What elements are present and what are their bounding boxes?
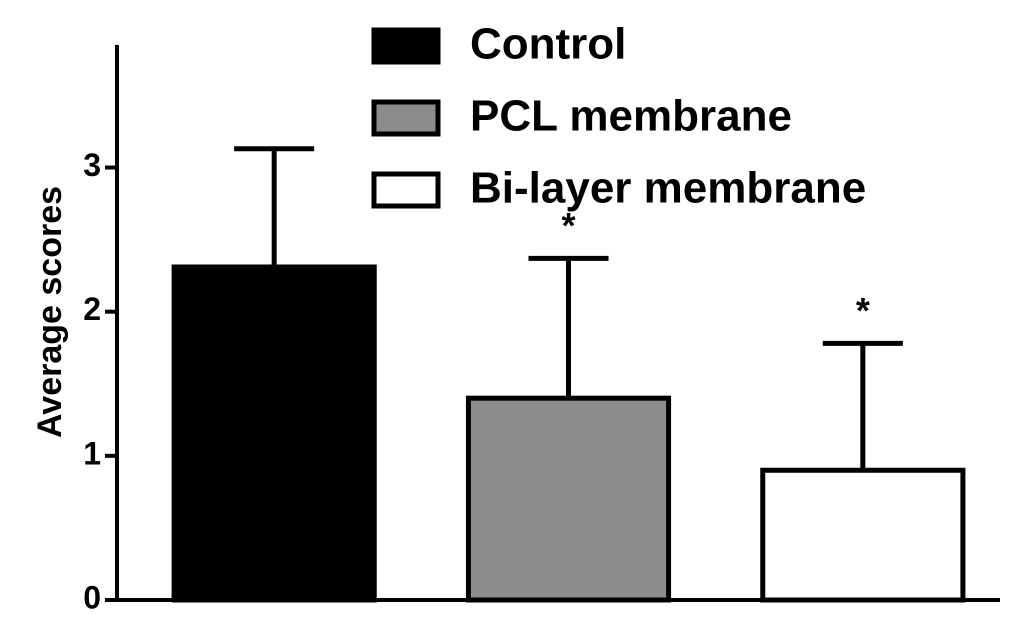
legend-label: Bi-layer membrane	[470, 164, 866, 213]
y-tick-label: 3	[83, 147, 101, 183]
significance-marker: *	[856, 290, 870, 331]
y-axis-label: Average scores	[31, 186, 69, 438]
bar	[760, 467, 966, 603]
legend-swatch	[371, 171, 441, 209]
significance-marker: *	[561, 205, 575, 246]
legend-swatch	[371, 27, 441, 65]
y-tick-label: 0	[83, 579, 101, 615]
bar	[465, 395, 672, 603]
y-tick-label: 2	[83, 291, 101, 327]
legend-label: Control	[470, 20, 626, 69]
legend-swatch	[371, 99, 441, 137]
y-tick-label: 1	[83, 435, 101, 471]
legend-label: PCL membrane	[470, 92, 792, 141]
bar	[171, 264, 377, 603]
